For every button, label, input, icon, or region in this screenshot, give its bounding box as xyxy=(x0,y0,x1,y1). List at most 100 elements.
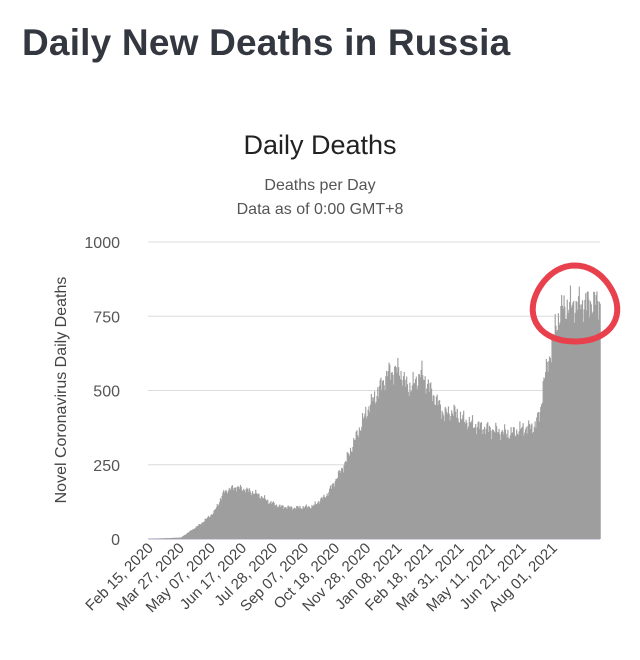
bar xyxy=(355,431,357,539)
bar xyxy=(168,538,170,539)
bar xyxy=(454,406,456,539)
bar xyxy=(528,423,531,539)
bar xyxy=(224,490,226,539)
bar xyxy=(249,490,251,539)
bar xyxy=(446,412,448,539)
bar xyxy=(369,412,371,539)
bar xyxy=(321,498,323,539)
bar xyxy=(375,401,377,539)
bar xyxy=(268,503,270,539)
bar xyxy=(213,510,215,539)
bar xyxy=(549,356,551,539)
bar xyxy=(390,379,392,539)
bar xyxy=(337,477,339,539)
bar xyxy=(363,416,365,539)
bar xyxy=(420,369,422,539)
bar xyxy=(542,380,544,539)
bar xyxy=(565,319,568,539)
bar xyxy=(208,517,210,539)
chart-subtitle-line-2: Data as of 0:00 GMT+8 xyxy=(236,201,404,218)
bar xyxy=(467,426,470,539)
bar xyxy=(394,366,396,539)
bar xyxy=(563,295,565,539)
bar xyxy=(479,422,482,539)
bar xyxy=(486,423,488,539)
bar xyxy=(522,423,524,539)
bar xyxy=(497,431,499,539)
bar xyxy=(312,506,314,539)
bar xyxy=(243,488,245,539)
bar xyxy=(295,509,297,539)
bar xyxy=(253,494,255,539)
bar xyxy=(239,488,241,539)
bar xyxy=(473,428,475,539)
bar xyxy=(504,424,506,539)
bar xyxy=(162,538,164,539)
bar xyxy=(551,337,553,539)
bar xyxy=(382,380,384,539)
bar xyxy=(395,367,397,539)
bar xyxy=(194,528,196,539)
bar xyxy=(378,385,380,539)
bar xyxy=(182,535,185,539)
bar xyxy=(222,492,224,539)
bar xyxy=(305,504,307,539)
bar xyxy=(488,425,490,539)
bar xyxy=(490,430,492,539)
bar xyxy=(356,430,358,539)
bar xyxy=(287,505,289,539)
bar xyxy=(464,423,466,539)
bar xyxy=(597,300,599,539)
bar xyxy=(432,395,434,539)
bar xyxy=(328,492,330,539)
bar xyxy=(547,371,549,539)
bar xyxy=(159,538,161,539)
bar xyxy=(380,377,382,539)
bar xyxy=(179,537,181,539)
bar xyxy=(498,428,500,539)
bar xyxy=(430,382,432,539)
bar xyxy=(418,374,421,539)
bar xyxy=(505,433,507,539)
bar xyxy=(477,422,479,539)
bar xyxy=(438,400,440,539)
bar xyxy=(427,379,429,539)
bar xyxy=(599,303,601,539)
bar xyxy=(521,426,523,539)
bar xyxy=(394,365,397,539)
bar xyxy=(384,390,386,539)
bar xyxy=(308,506,310,539)
bar xyxy=(272,501,274,539)
bar xyxy=(333,483,335,539)
bar xyxy=(492,429,494,539)
bar xyxy=(228,487,230,539)
bar xyxy=(174,537,176,539)
bar xyxy=(271,503,273,539)
bar xyxy=(250,492,252,539)
bar xyxy=(378,397,380,539)
bar xyxy=(338,469,340,539)
bar xyxy=(303,507,305,539)
bar xyxy=(399,379,401,539)
bar xyxy=(386,370,388,539)
bar xyxy=(483,426,486,539)
bar xyxy=(423,380,425,539)
bar xyxy=(561,295,563,539)
bar xyxy=(580,309,582,539)
bar xyxy=(246,487,248,539)
bar xyxy=(231,486,233,539)
bar xyxy=(211,514,213,539)
bar xyxy=(176,537,178,539)
bar xyxy=(458,422,460,539)
bar xyxy=(195,526,197,539)
bar xyxy=(322,496,324,539)
bar xyxy=(539,411,541,539)
bar xyxy=(267,499,269,539)
bar xyxy=(408,396,410,539)
bar xyxy=(349,455,351,539)
bar xyxy=(194,527,197,539)
bar xyxy=(331,484,333,539)
bar xyxy=(354,439,356,539)
bar xyxy=(189,530,191,539)
bar xyxy=(436,394,438,539)
